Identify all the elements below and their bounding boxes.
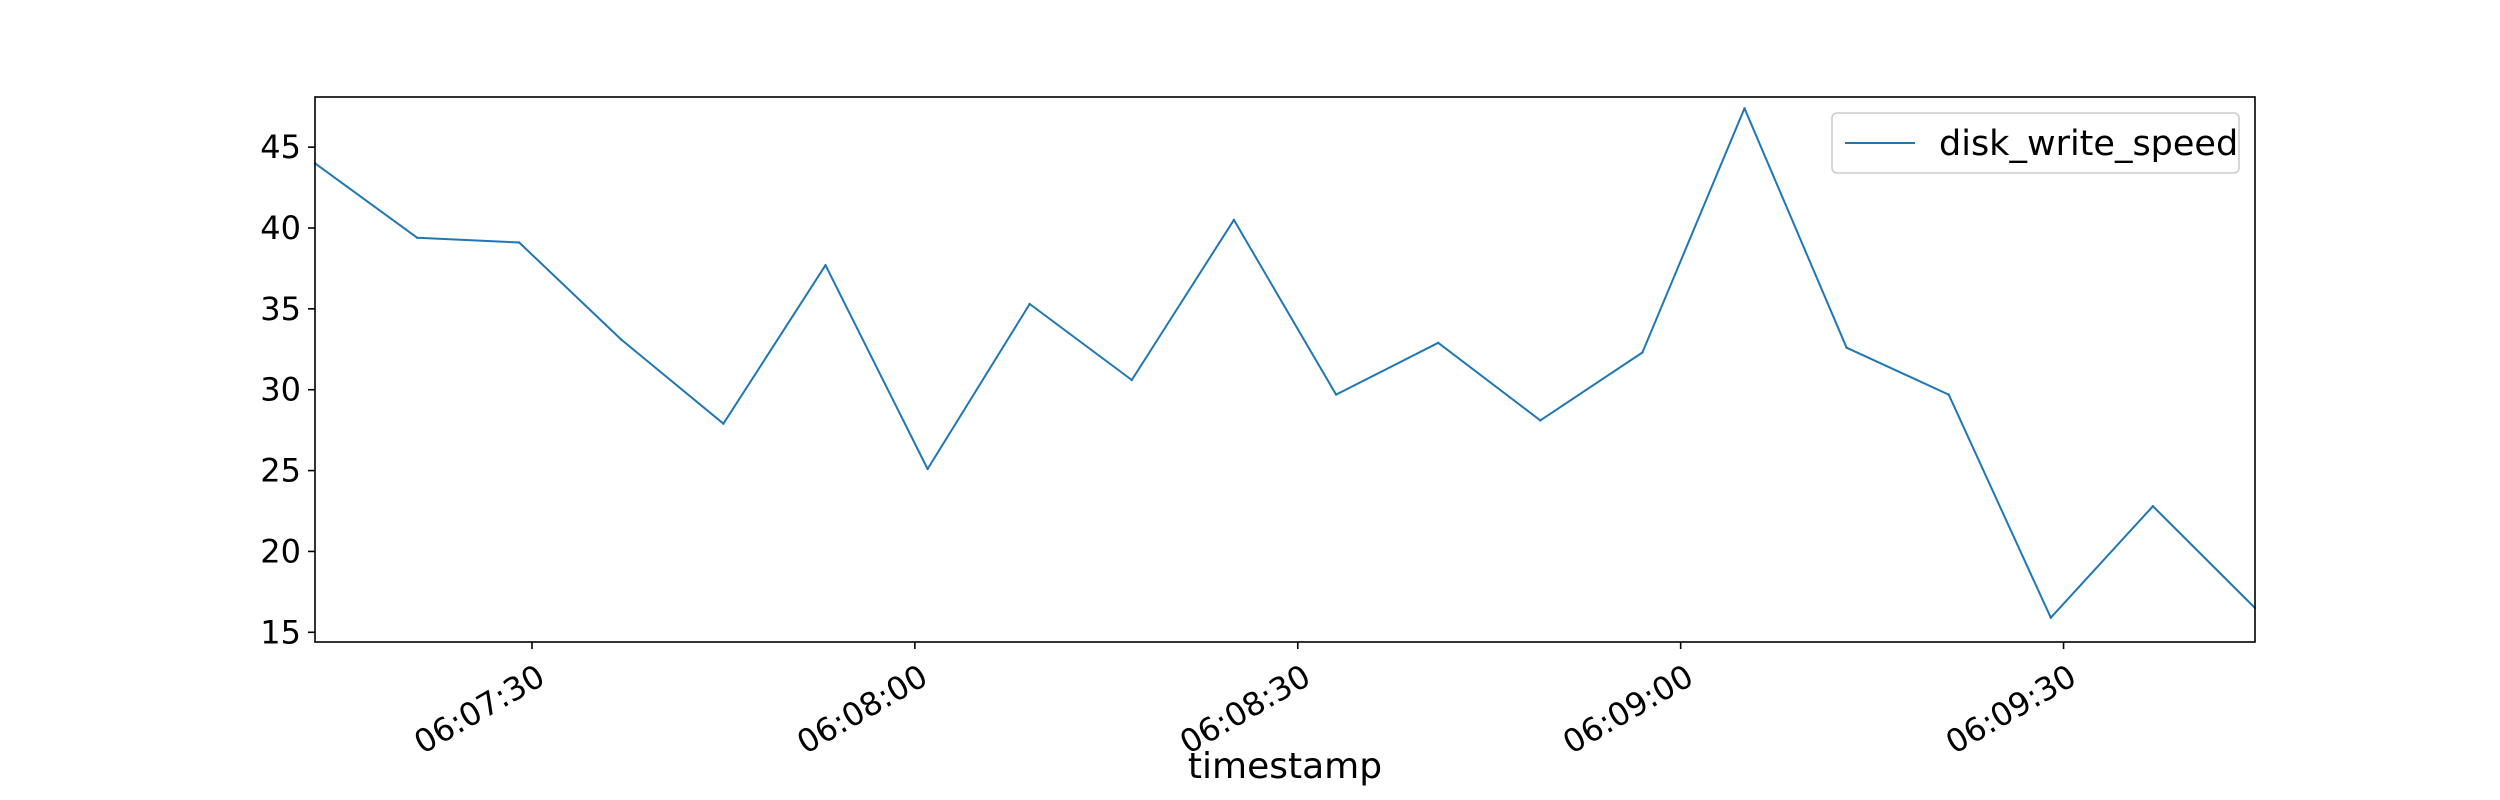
data-point	[1641, 351, 1644, 354]
y-tick-label: 45	[260, 128, 301, 166]
y-tick-label: 30	[260, 371, 301, 409]
data-point	[1539, 419, 1542, 422]
legend[interactable]: disk_write_speed	[1831, 112, 2240, 174]
data-point	[1232, 218, 1236, 222]
data-point	[415, 236, 419, 239]
data-point	[1743, 107, 1746, 110]
data-point	[1437, 341, 1440, 344]
y-axis: 15 20 25 30 35 40 45	[260, 128, 315, 651]
y-tick-label: 20	[260, 532, 301, 570]
y-tick-label: 15	[260, 613, 301, 651]
y-tick-label: 35	[260, 290, 301, 328]
data-point	[620, 338, 623, 341]
y-tick-label: 40	[260, 209, 301, 247]
legend-label: disk_write_speed	[1939, 124, 2238, 164]
data-point	[1028, 302, 1031, 306]
data-point	[1130, 378, 1134, 382]
data-point	[1947, 393, 1950, 396]
data-point	[824, 264, 827, 267]
plot-frame	[314, 96, 2256, 643]
series-line-0	[314, 107, 2256, 619]
data-point	[518, 241, 521, 244]
data-point	[722, 422, 725, 425]
data-point	[926, 467, 929, 471]
data-point	[1845, 346, 1848, 349]
x-axis-label: timestamp	[1188, 746, 1382, 787]
data-point	[2151, 505, 2155, 508]
legend-box	[1831, 112, 2240, 174]
data-point	[2049, 616, 2052, 619]
data-point	[1334, 393, 1338, 396]
y-tick-label: 25	[260, 452, 301, 490]
